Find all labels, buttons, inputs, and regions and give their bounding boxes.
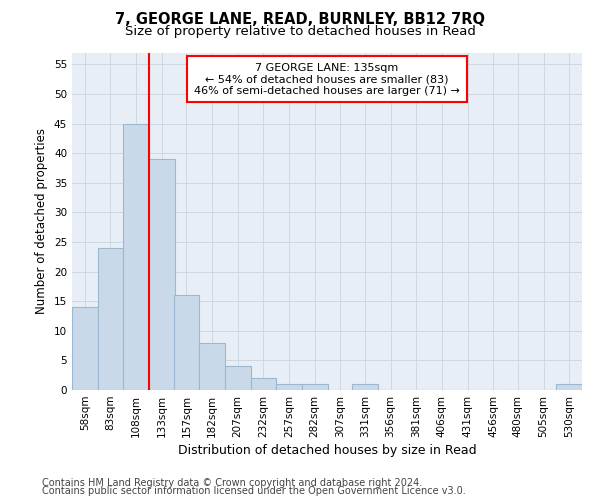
Bar bbox=[72, 307, 98, 390]
Bar bbox=[556, 384, 582, 390]
Bar bbox=[251, 378, 276, 390]
Text: Contains HM Land Registry data © Crown copyright and database right 2024.: Contains HM Land Registry data © Crown c… bbox=[42, 478, 422, 488]
Bar bbox=[98, 248, 124, 390]
Text: 7, GEORGE LANE, READ, BURNLEY, BB12 7RQ: 7, GEORGE LANE, READ, BURNLEY, BB12 7RQ bbox=[115, 12, 485, 28]
Text: Size of property relative to detached houses in Read: Size of property relative to detached ho… bbox=[125, 25, 475, 38]
Bar bbox=[149, 159, 175, 390]
Bar bbox=[302, 384, 328, 390]
Bar bbox=[276, 384, 302, 390]
Bar bbox=[173, 296, 199, 390]
X-axis label: Distribution of detached houses by size in Read: Distribution of detached houses by size … bbox=[178, 444, 476, 457]
Y-axis label: Number of detached properties: Number of detached properties bbox=[35, 128, 49, 314]
Bar bbox=[352, 384, 378, 390]
Text: Contains public sector information licensed under the Open Government Licence v3: Contains public sector information licen… bbox=[42, 486, 466, 496]
Bar bbox=[199, 342, 225, 390]
Bar bbox=[225, 366, 251, 390]
Text: 7 GEORGE LANE: 135sqm
← 54% of detached houses are smaller (83)
46% of semi-deta: 7 GEORGE LANE: 135sqm ← 54% of detached … bbox=[194, 62, 460, 96]
Bar bbox=[124, 124, 149, 390]
